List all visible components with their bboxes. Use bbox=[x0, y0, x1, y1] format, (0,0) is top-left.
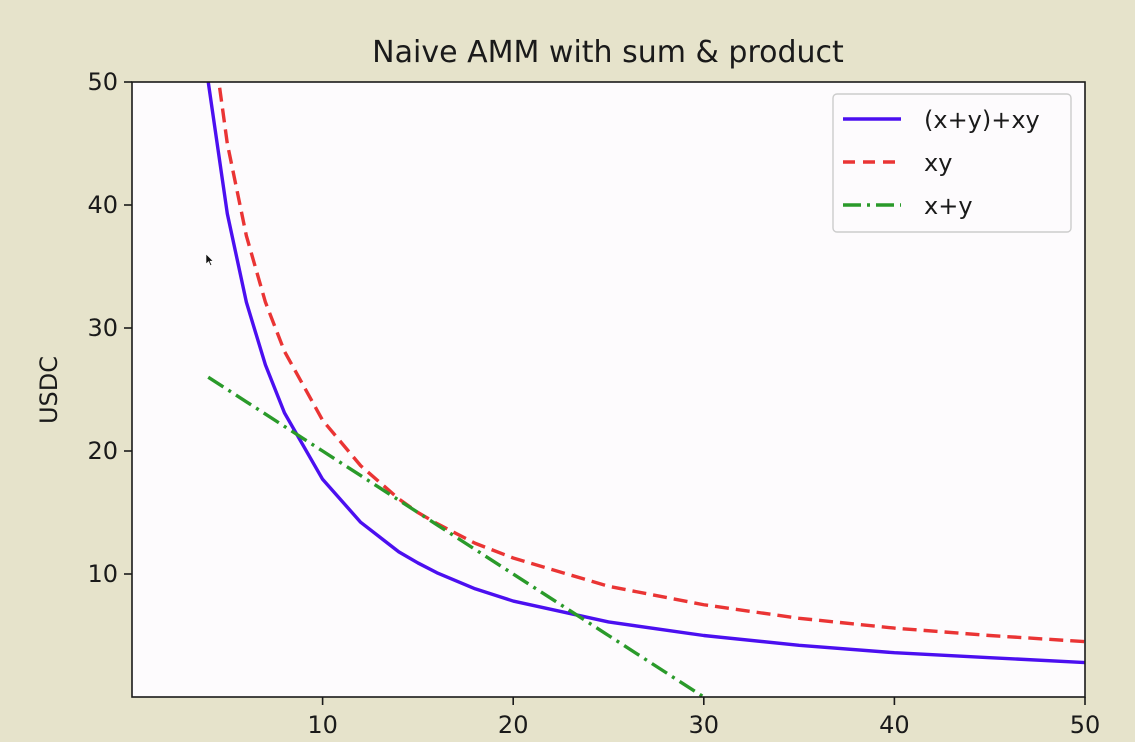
y-tick-label: 30 bbox=[87, 314, 118, 342]
legend-box bbox=[832, 93, 1072, 233]
series-layer bbox=[206, 82, 1085, 697]
series-line-1 bbox=[206, 82, 1085, 665]
legend-label-1: (x+y)+xy bbox=[924, 106, 1040, 134]
y-tick-label: 40 bbox=[87, 191, 118, 219]
legend-label-2: xy bbox=[924, 149, 952, 177]
mouse-cursor-icon bbox=[206, 254, 214, 266]
y-axis-label: USDC bbox=[35, 356, 63, 424]
series-line-2 bbox=[217, 82, 1085, 644]
legend-label-3: x+y bbox=[924, 192, 973, 220]
chart-title: Naive AMM with sum & product bbox=[372, 35, 844, 70]
series-line-3 bbox=[207, 375, 705, 697]
axis-layer: 10 20 30 40 50 10 20 30 40 50 bbox=[87, 68, 1100, 739]
x-tick-label: 50 bbox=[1070, 711, 1101, 739]
x-tick-label: 10 bbox=[307, 711, 338, 739]
y-tick-label: 50 bbox=[87, 68, 118, 96]
x-tick-label: 20 bbox=[498, 711, 529, 739]
legend: (x+y)+xy xy x+y bbox=[832, 93, 1072, 233]
y-tick-label: 10 bbox=[87, 560, 118, 588]
x-tick-label: 40 bbox=[879, 711, 910, 739]
x-tick-label: 30 bbox=[689, 711, 720, 739]
y-tick-label: 20 bbox=[87, 437, 118, 465]
plot-frame bbox=[131, 81, 1086, 698]
